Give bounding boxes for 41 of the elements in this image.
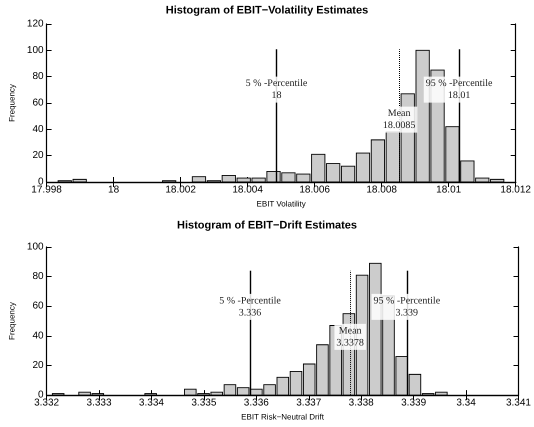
x-tick-label: 3.34 [456, 398, 476, 409]
chart-title: Histogram of EBIT−Drift Estimates [176, 220, 358, 232]
x-tick-label: 18.002 [165, 184, 196, 196]
y-tick-label: 60 [32, 98, 44, 108]
y-tick-label: 80 [32, 71, 44, 82]
x-tick-label: 3.336 [244, 398, 270, 409]
x-axis-title: EBIT Risk−Neutral Drift [241, 412, 325, 422]
y-tick-label: 20 [32, 150, 44, 162]
y-tick-label: 40 [32, 124, 44, 135]
y-tick-label: 40 [32, 330, 44, 342]
chart-title: Histogram of EBIT−Volatility Estimates [166, 4, 368, 16]
x-tick-label: 18.01 [436, 184, 462, 196]
x-tick-label: 3.341 [506, 398, 532, 409]
y-axis-title: Frequency [8, 302, 16, 340]
y-tick-label: 100 [26, 242, 44, 252]
x-tick-label: 18.012 [500, 184, 532, 196]
x-tick-label: 18.006 [299, 184, 330, 196]
y-tick-label: 80 [32, 271, 44, 282]
y-axis-title: Frequency [8, 84, 16, 122]
x-tick-label: 18.004 [232, 184, 264, 196]
ref-line-label: Mean 18.0085 [382, 108, 416, 132]
y-tick-label: 120 [26, 18, 44, 30]
x-tick-label: 3.338 [348, 398, 374, 409]
x-tick-label: 3.339 [401, 398, 427, 409]
ref-line-label: 5 % -Percentile 18 [246, 78, 308, 102]
y-tick-label: 100 [26, 44, 44, 56]
ref-line-label: 5 % -Percentile 3.336 [219, 295, 282, 318]
x-axis-title: EBIT Volatility [256, 199, 306, 208]
x-tick-label: 3.335 [191, 398, 217, 409]
ref-line-label: Mean 3.3378 [336, 325, 364, 348]
y-tick-label: 60 [32, 300, 44, 312]
ref-line-label: 95 % -Percentile 18.01 [426, 78, 493, 102]
x-tick-label: 3.333 [86, 398, 112, 409]
x-tick-label: 17.998 [31, 184, 62, 196]
y-tick-label: 20 [32, 360, 44, 371]
x-tick-label: 18 [108, 184, 120, 196]
x-tick-label: 3.332 [34, 398, 60, 409]
x-tick-label: 18.008 [366, 184, 398, 196]
x-tick-label: 3.337 [296, 398, 322, 409]
ref-line-label: 95 % -Percentile 3.339 [373, 295, 441, 318]
x-tick-label: 3.334 [138, 398, 164, 409]
